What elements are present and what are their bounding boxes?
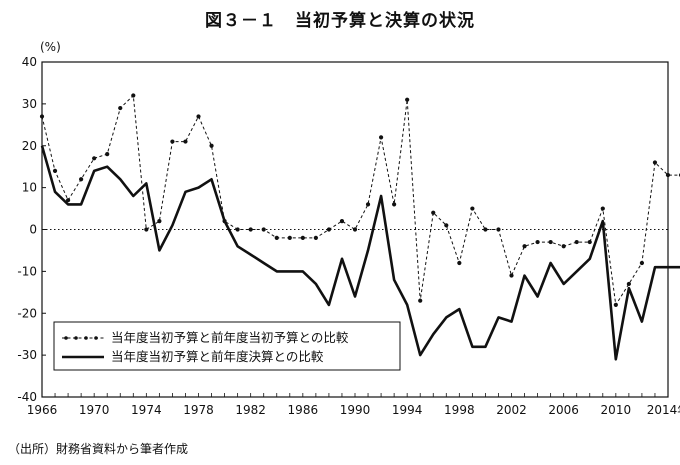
- data-point-marker: [378, 135, 384, 140]
- legend-swatch-marker: [94, 336, 98, 340]
- data-point-marker: [405, 97, 410, 102]
- y-tick-label: -20: [17, 306, 37, 320]
- data-point-marker: [339, 219, 345, 224]
- y-tick-label: 10: [22, 181, 37, 195]
- source-note: （出所）財務省資料から筆者作成: [8, 442, 189, 456]
- x-tick-label: 1970: [79, 403, 110, 417]
- data-point-marker: [470, 206, 475, 211]
- legend-box: [53, 321, 401, 371]
- data-point-marker: [665, 172, 671, 178]
- legend-label-settlement: 当年度当初予算と前年度決算との比較: [111, 349, 324, 364]
- data-point-marker: [509, 273, 514, 278]
- data-point-marker: [626, 281, 631, 287]
- data-point-marker: [79, 177, 84, 182]
- chart-title: 図３－１ 当初予算と決算の状況: [205, 11, 475, 31]
- data-point-marker: [144, 227, 149, 232]
- x-tick-label: 1998: [444, 403, 475, 417]
- x-tick-label: 1978: [183, 403, 214, 417]
- y-tick-label: 20: [22, 139, 37, 153]
- data-point-marker: [118, 105, 123, 111]
- legend-swatch-marker: [74, 336, 78, 340]
- y-tick-label: -10: [17, 264, 37, 278]
- data-point-marker: [261, 227, 266, 232]
- data-point-marker: [574, 239, 579, 245]
- data-point-marker: [457, 260, 462, 266]
- data-point-marker: [535, 239, 540, 245]
- data-point-marker: [365, 202, 371, 207]
- data-point-marker: [444, 223, 449, 228]
- legend-swatch-marker: [84, 336, 88, 340]
- series-line-settlement: [40, 145, 680, 361]
- x-tick-label: 2006: [548, 403, 579, 417]
- data-point-marker: [483, 227, 488, 232]
- data-point-marker: [613, 302, 618, 307]
- data-point-marker: [131, 93, 136, 98]
- x-tick-label: 1990: [340, 403, 371, 417]
- data-point-marker: [170, 139, 175, 144]
- x-tick-label: 2010: [601, 403, 632, 417]
- legend-swatch-marker: [64, 336, 68, 340]
- y-axis-unit-label: (%): [40, 40, 61, 54]
- data-point-marker: [209, 143, 214, 148]
- data-point-marker: [548, 239, 553, 245]
- data-point-marker: [326, 227, 332, 232]
- x-tick-label: 2014年: [647, 403, 680, 417]
- x-tick-label: 2002: [496, 403, 527, 417]
- data-point-marker: [639, 260, 645, 266]
- y-tick-label: 0: [29, 223, 37, 237]
- data-point-marker: [65, 198, 71, 203]
- y-tick-label: 30: [22, 97, 37, 111]
- data-point-marker: [39, 114, 45, 119]
- data-point-marker: [287, 235, 292, 240]
- data-point-marker: [92, 156, 97, 161]
- x-tick-label: 1994: [392, 403, 423, 417]
- data-point-marker: [157, 219, 162, 224]
- data-point-marker: [248, 227, 253, 232]
- data-point-marker: [274, 235, 279, 240]
- data-point-marker: [196, 114, 201, 119]
- data-point-marker: [600, 206, 605, 211]
- data-point-marker: [652, 160, 658, 165]
- data-point-marker: [431, 210, 436, 215]
- y-tick-label: 40: [22, 55, 37, 69]
- data-point-marker: [418, 298, 423, 303]
- data-point-marker: [313, 235, 318, 240]
- data-point-marker: [561, 244, 566, 249]
- data-point-marker: [300, 235, 305, 240]
- data-point-marker: [496, 227, 501, 232]
- series-line-initial-budget: [41, 94, 680, 307]
- y-tick-label: -40: [17, 390, 37, 404]
- x-tick-label: 1982: [235, 403, 266, 417]
- legend-label-initial-budget: 当年度当初予算と前年度当初予算との比較: [111, 330, 349, 345]
- data-point-marker: [587, 239, 592, 245]
- x-tick-label: 1974: [131, 403, 162, 417]
- y-tick-label: -30: [17, 348, 37, 362]
- data-point-marker: [235, 227, 240, 232]
- data-point-marker: [183, 139, 188, 144]
- x-tick-label: 1986: [288, 403, 319, 417]
- data-point-marker: [352, 227, 358, 232]
- data-point-marker: [522, 244, 527, 249]
- chart-series: [39, 93, 680, 361]
- x-axis-ticks: 1966 1970 1974 1978 1982 1986 1990 1994 1998 2002…: [27, 393, 680, 417]
- x-tick-label: 1966: [27, 403, 58, 417]
- data-point-marker: [52, 168, 58, 173]
- data-point-marker: [105, 152, 110, 157]
- data-point-marker: [392, 202, 397, 207]
- y-axis-ticks: 40 30 20 10 0 -10 -20 -30 -40: [17, 55, 46, 404]
